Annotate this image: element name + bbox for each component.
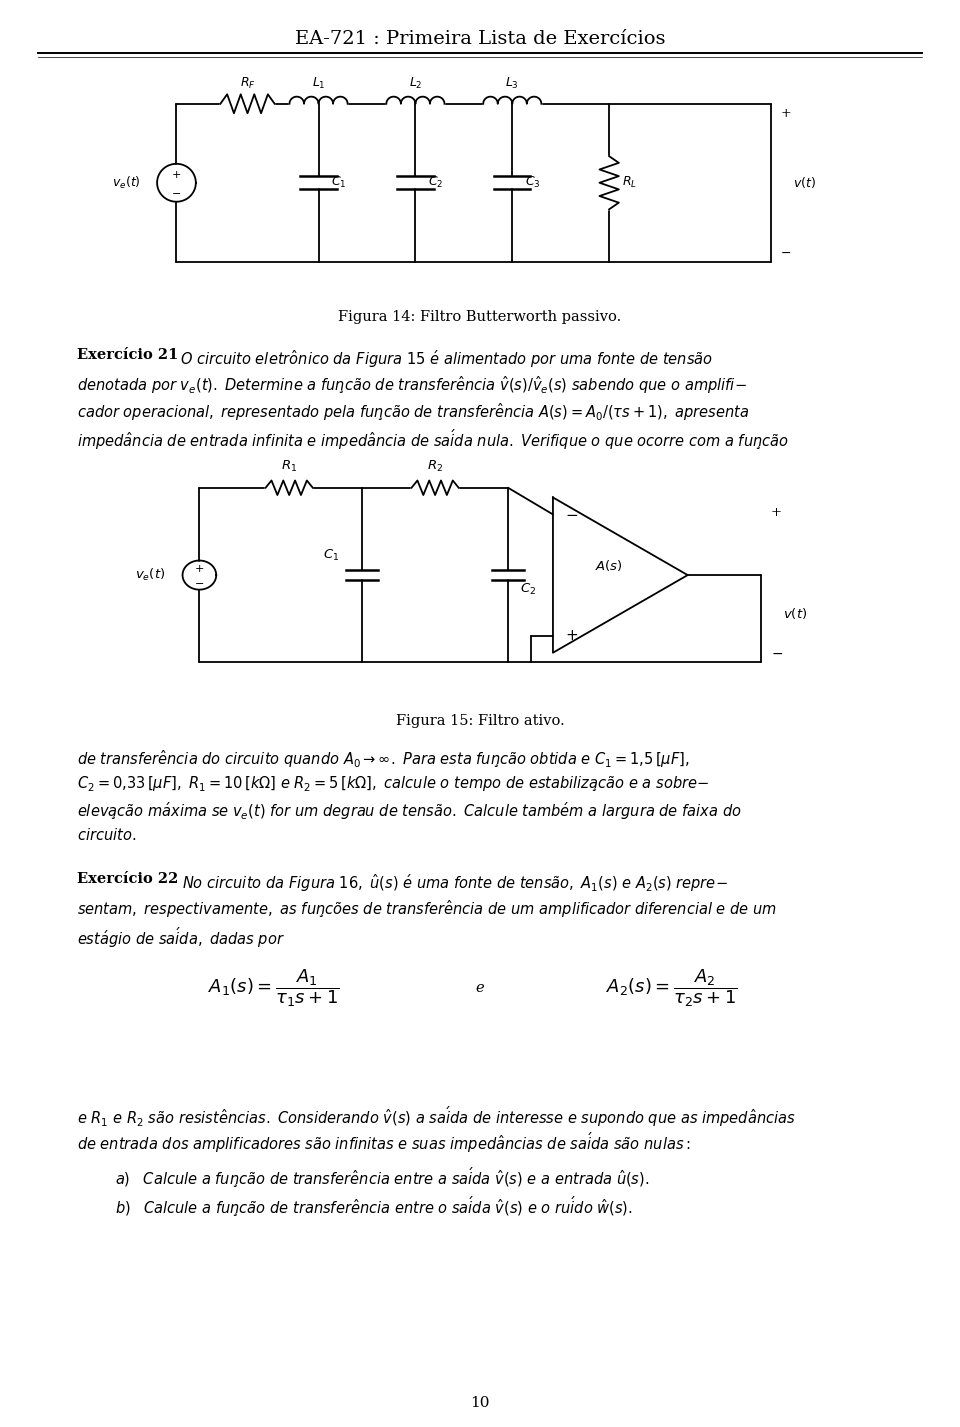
- Text: $circuito.$: $circuito.$: [77, 828, 136, 843]
- Text: $C_3$: $C_3$: [525, 176, 540, 190]
- Text: $A_1(s) = \dfrac{A_1}{\tau_1 s + 1}$: $A_1(s) = \dfrac{A_1}{\tau_1 s + 1}$: [207, 968, 340, 1009]
- Text: $est\acute{a}gio$ $de$ $sa\acute{i}da,$ $dadas$ $por$: $est\acute{a}gio$ $de$ $sa\acute{i}da,$ …: [77, 925, 285, 949]
- Text: $de$ $entrada$ $dos$ $amplificadores$ $s\tilde{a}o$ $infinitas$ $e$ $suas$ $impe: $de$ $entrada$ $dos$ $amplificadores$ $s…: [77, 1130, 690, 1156]
- Text: $eleva\c{c}\tilde{a}o$ $m\acute{a}xima$ $se$ $v_e(t)$ $for$ $um$ $degrau$ $de$ $: $eleva\c{c}\tilde{a}o$ $m\acute{a}xima$ …: [77, 801, 741, 822]
- Text: $-$: $-$: [194, 578, 204, 588]
- Text: $L_1$: $L_1$: [312, 76, 325, 91]
- Text: +: +: [771, 505, 781, 518]
- Text: Figura 15: Filtro ativo.: Figura 15: Filtro ativo.: [396, 714, 564, 728]
- Text: Exercício 21: Exercício 21: [77, 348, 179, 362]
- Text: $C_1$: $C_1$: [331, 176, 347, 190]
- Text: $denotada$ $por$ $v_e(t).$ $Determine$ $a$ $fun\c{c}\tilde{a}o$ $de$ $transfer\h: $denotada$ $por$ $v_e(t).$ $Determine$ $…: [77, 374, 747, 397]
- Text: +: +: [780, 107, 791, 120]
- Text: $R_L$: $R_L$: [622, 176, 637, 190]
- Text: $-$: $-$: [565, 508, 579, 521]
- Text: $No$ $circuito$ $da$ $Figura$ $16,$ $\hat{u}(s)$ $\acute{e}$ $uma$ $fonte$ $de$ : $No$ $circuito$ $da$ $Figura$ $16,$ $\ha…: [182, 872, 729, 893]
- Text: $sentam,$ $respectivamente,$ $as$ $fun\c{c}\tilde{o}es$ $de$ $transfer\hat{e}nci: $sentam,$ $respectivamente,$ $as$ $fun\c…: [77, 899, 777, 920]
- Text: $C_2$: $C_2$: [520, 582, 537, 596]
- Text: $C_2$: $C_2$: [428, 176, 444, 190]
- Text: EA-721 : Primeira Lista de Exercícios: EA-721 : Primeira Lista de Exercícios: [295, 30, 665, 49]
- Text: Figura 14: Filtro Butterworth passivo.: Figura 14: Filtro Butterworth passivo.: [338, 310, 622, 324]
- Text: $v_e(t)$: $v_e(t)$: [135, 567, 166, 584]
- Text: $-$: $-$: [780, 245, 791, 258]
- Text: $A(s)$: $A(s)$: [595, 558, 623, 572]
- Text: $C_1$: $C_1$: [324, 548, 340, 564]
- Text: $a)$ $\;$ $Calcule$ $a$ $fun\c{c}\tilde{a}o$ $de$ $transfer\hat{e}ncia$ $entre$ : $a)$ $\;$ $Calcule$ $a$ $fun\c{c}\tilde{…: [115, 1164, 650, 1190]
- Text: $v(t)$: $v(t)$: [793, 176, 816, 190]
- Text: $b)$ $\;$ $Calcule$ $a$ $fun\c{c}\tilde{a}o$ $de$ $transfer\hat{e}ncia$ $entre$ : $b)$ $\;$ $Calcule$ $a$ $fun\c{c}\tilde{…: [115, 1194, 633, 1219]
- Text: $R_F$: $R_F$: [240, 76, 255, 91]
- Text: $R_2$: $R_2$: [427, 459, 444, 474]
- Text: $O$ $circuito$ $eletr\hat{o}nico$ $da$ $Figura$ $15$ $\acute{e}$ $alimentado$ $p: $O$ $circuito$ $eletr\hat{o}nico$ $da$ $…: [180, 348, 713, 370]
- Text: 10: 10: [470, 1396, 490, 1410]
- Text: $-$: $-$: [771, 645, 782, 659]
- Text: $imped\hat{a}ncia$ $de$ $entrada$ $infinita$ $e$ $imped\hat{a}ncia$ $de$ $sa\acu: $imped\hat{a}ncia$ $de$ $entrada$ $infin…: [77, 428, 789, 452]
- Text: $cador$ $operacional,$ $representado$ $pela$ $fun\c{c}\tilde{a}o$ $de$ $transfer: $cador$ $operacional,$ $representado$ $p…: [77, 401, 749, 422]
- Text: e: e: [476, 982, 484, 995]
- Text: $+$: $+$: [565, 629, 579, 642]
- Text: $e$ $R_1$ $e$ $R_2$ $s\tilde{a}o$ $resist\hat{e}ncias.$ $Considerando$ $\hat{v}(: $e$ $R_1$ $e$ $R_2$ $s\tilde{a}o$ $resis…: [77, 1104, 796, 1129]
- Text: $R_1$: $R_1$: [281, 459, 298, 474]
- Text: Exercício 22: Exercício 22: [77, 872, 179, 886]
- Text: +: +: [172, 170, 181, 180]
- Text: $v(t)$: $v(t)$: [783, 606, 807, 621]
- Text: $C_2 = 0{,}33\,[\mu F],$ $R_1 = 10\,[k\Omega]$ $e$ $R_2 = 5\,[k\Omega],$ $calcul: $C_2 = 0{,}33\,[\mu F],$ $R_1 = 10\,[k\O…: [77, 775, 709, 793]
- Text: $-$: $-$: [172, 187, 181, 197]
- Text: $de$ $transfer\hat{e}ncia$ $do$ $circuito$ $quando$ $A_0 \rightarrow \infty.$ $P: $de$ $transfer\hat{e}ncia$ $do$ $circuit…: [77, 748, 689, 769]
- Text: +: +: [195, 564, 204, 574]
- Text: $L_2$: $L_2$: [409, 76, 422, 91]
- Text: $A_2(s) = \dfrac{A_2}{\tau_2 s + 1}$: $A_2(s) = \dfrac{A_2}{\tau_2 s + 1}$: [606, 968, 738, 1009]
- Text: $L_3$: $L_3$: [505, 76, 519, 91]
- Text: $v_e(t)$: $v_e(t)$: [112, 174, 141, 191]
